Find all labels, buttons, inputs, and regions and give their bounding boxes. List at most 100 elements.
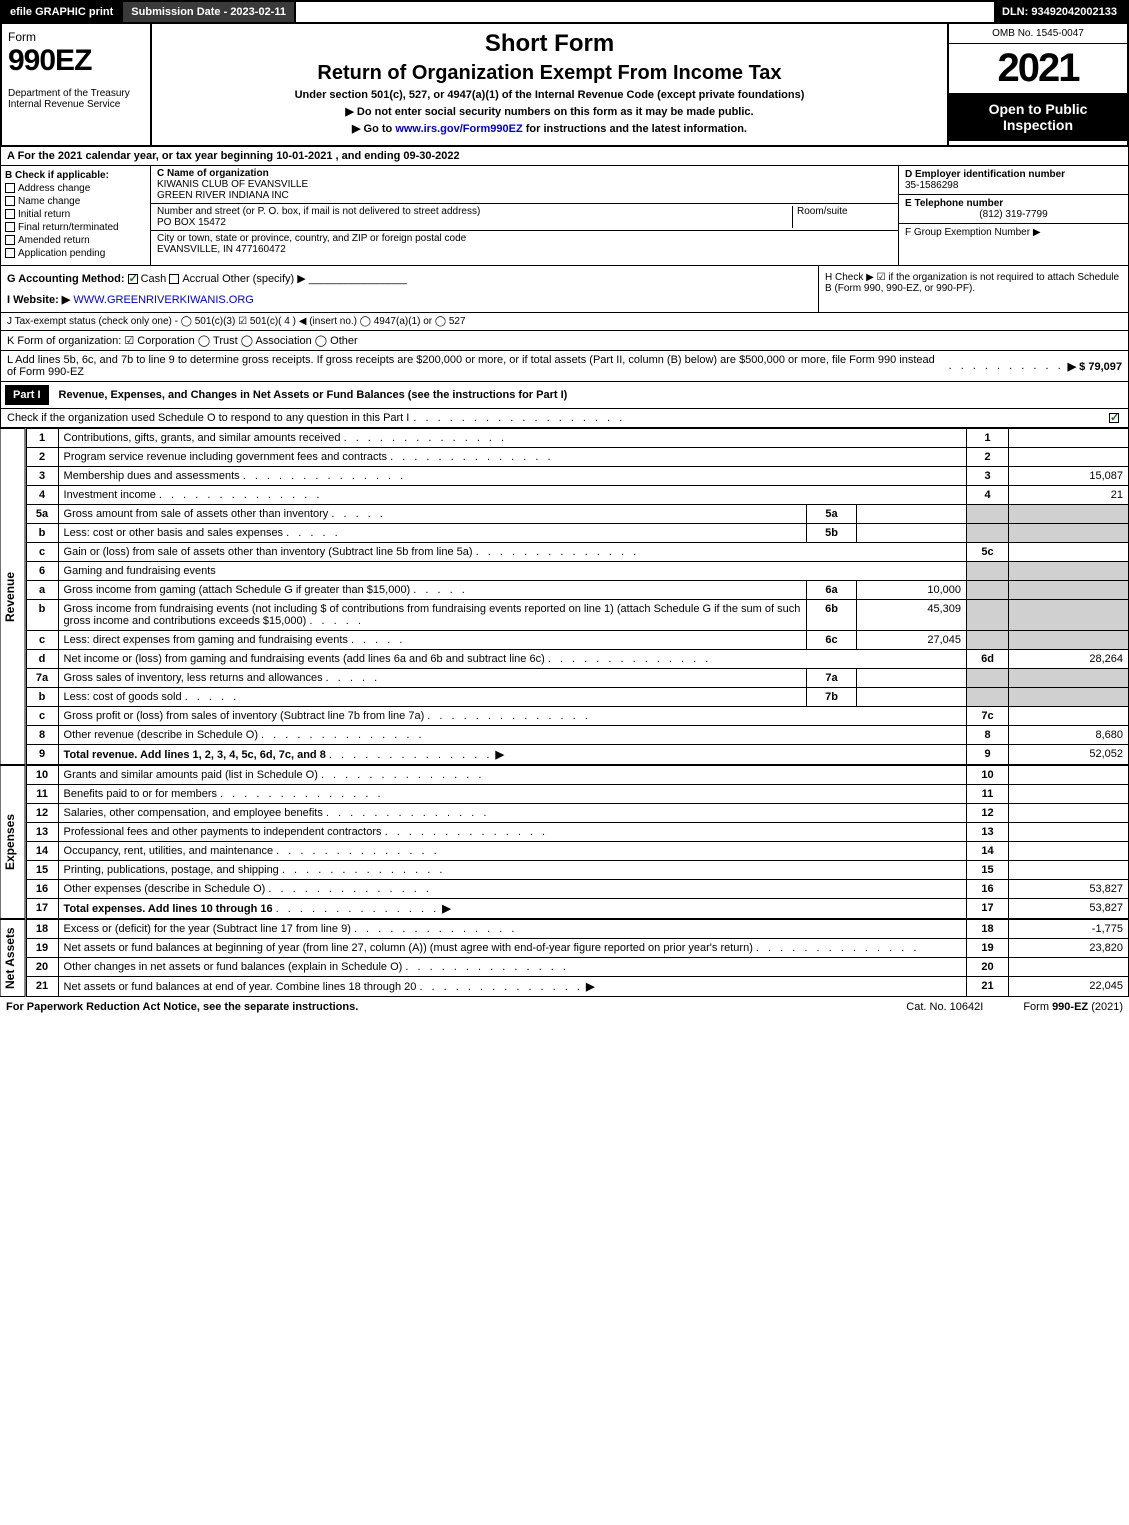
form-id-block: Form 990EZ Department of the Treasury In… — [2, 24, 152, 145]
addr-label: Number and street (or P. O. box, if mail… — [157, 206, 480, 217]
cash-label: Cash — [141, 273, 167, 285]
form-header: Form 990EZ Department of the Treasury In… — [0, 24, 1129, 147]
irs-link[interactable]: www.irs.gov/Form990EZ — [395, 123, 522, 135]
part-1-check: Check if the organization used Schedule … — [0, 409, 1129, 428]
form-word: Form — [8, 30, 144, 44]
section-def: D Employer identification number 35-1586… — [898, 166, 1128, 265]
row-g-label: G Accounting Method: — [7, 273, 125, 285]
org-name: KIWANIS CLUB OF EVANSVILLE GREEN RIVER I… — [157, 179, 308, 201]
row-a-period: A For the 2021 calendar year, or tax yea… — [0, 147, 1129, 166]
checkbox-final-return-terminated[interactable]: Final return/terminated — [5, 222, 146, 233]
line-6: 6Gaming and fundraising events — [26, 562, 1128, 581]
year-block: OMB No. 1545-0047 2021 Open to Public In… — [947, 24, 1127, 145]
netassets-label: Net Assets — [0, 919, 26, 997]
entity-info-block: B Check if applicable: Address change Nam… — [0, 166, 1129, 266]
line-5a: 5aGross amount from sale of assets other… — [26, 505, 1128, 524]
org-address: PO BOX 15472 — [157, 217, 226, 228]
submission-date: Submission Date - 2023-02-11 — [123, 2, 296, 22]
checkbox-application-pending[interactable]: Application pending — [5, 248, 146, 259]
checkbox-initial-return[interactable]: Initial return — [5, 209, 146, 220]
row-l-text: L Add lines 5b, 6c, and 7b to line 9 to … — [7, 354, 945, 378]
netassets-table: 18Excess or (deficit) for the year (Subt… — [26, 919, 1129, 997]
form-title: Return of Organization Exempt From Incom… — [158, 62, 941, 85]
line-b: bLess: cost of goods sold . . . . .7b — [26, 688, 1128, 707]
efile-label[interactable]: efile GRAPHIC print — [2, 2, 123, 22]
section-b-title: B Check if applicable: — [5, 170, 146, 181]
line-20: 20Other changes in net assets or fund ba… — [26, 958, 1128, 977]
line-b: bGross income from fundraising events (n… — [26, 600, 1128, 631]
checkbox-name-change[interactable]: Name change — [5, 196, 146, 207]
line-c: cGross profit or (loss) from sales of in… — [26, 707, 1128, 726]
footer-form: Form 990-EZ (2021) — [1023, 1001, 1123, 1013]
line-c: cLess: direct expenses from gaming and f… — [26, 631, 1128, 650]
expenses-table: 10Grants and similar amounts paid (list … — [26, 765, 1129, 919]
room-suite-label: Room/suite — [792, 206, 892, 228]
dln: DLN: 93492042002133 — [994, 2, 1127, 22]
line-9: 9Total revenue. Add lines 1, 2, 3, 4, 5c… — [26, 745, 1128, 765]
row-l: L Add lines 5b, 6c, and 7b to line 9 to … — [0, 351, 1129, 382]
line-8: 8Other revenue (describe in Schedule O) … — [26, 726, 1128, 745]
line-7a: 7aGross sales of inventory, less returns… — [26, 669, 1128, 688]
group-exemption-label: F Group Exemption Number ▶ — [905, 227, 1041, 238]
revenue-label: Revenue — [0, 428, 26, 765]
line-b: bLess: cost or other basis and sales exp… — [26, 524, 1128, 543]
line-2: 2Program service revenue including gover… — [26, 448, 1128, 467]
schedule-o-checkbox[interactable] — [1109, 413, 1119, 423]
website-link[interactable]: WWW.GREENRIVERKIWANIS.ORG — [73, 294, 254, 306]
title-block: Short Form Return of Organization Exempt… — [152, 24, 947, 145]
ein-value: 35-1586298 — [905, 180, 958, 191]
line-12: 12Salaries, other compensation, and empl… — [26, 804, 1128, 823]
footer-cat: Cat. No. 10642I — [906, 1001, 983, 1013]
row-k: K Form of organization: ☑ Corporation ◯ … — [0, 331, 1129, 351]
line-3: 3Membership dues and assessments . . . .… — [26, 467, 1128, 486]
accrual-label: Accrual — [182, 273, 219, 285]
line-15: 15Printing, publications, postage, and s… — [26, 861, 1128, 880]
row-h-text: H Check ▶ ☑ if the organization is not r… — [825, 272, 1119, 294]
section-c-label: C Name of organization — [157, 168, 269, 179]
line-16: 16Other expenses (describe in Schedule O… — [26, 880, 1128, 899]
row-j: J Tax-exempt status (check only one) - ◯… — [0, 313, 1129, 331]
part-1-header: Part I Revenue, Expenses, and Changes in… — [0, 382, 1129, 409]
subtitle-3: ▶ Go to www.irs.gov/Form990EZ for instru… — [158, 122, 941, 135]
line-4: 4Investment income . . . . . . . . . . .… — [26, 486, 1128, 505]
line-c: cGain or (loss) from sale of assets othe… — [26, 543, 1128, 562]
part-1-label: Part I — [5, 385, 49, 405]
line-a: aGross income from gaming (attach Schedu… — [26, 581, 1128, 600]
subtitle-2: ▶ Do not enter social security numbers o… — [158, 105, 941, 118]
section-b-checkboxes: B Check if applicable: Address change Nam… — [1, 166, 151, 265]
accrual-checkbox[interactable] — [169, 274, 179, 284]
line-18: 18Excess or (deficit) for the year (Subt… — [26, 920, 1128, 939]
section-c-org: C Name of organization KIWANIS CLUB OF E… — [151, 166, 898, 265]
line-21: 21Net assets or fund balances at end of … — [26, 977, 1128, 997]
cash-checkbox[interactable] — [128, 274, 138, 284]
row-l-amount: ▶ $ 79,097 — [1068, 360, 1122, 373]
part-1-check-text: Check if the organization used Schedule … — [7, 412, 409, 424]
revenue-table: 1Contributions, gifts, grants, and simil… — [26, 428, 1129, 765]
ein-label: D Employer identification number — [905, 169, 1065, 180]
line-11: 11Benefits paid to or for members . . . … — [26, 785, 1128, 804]
other-label: Other (specify) ▶ — [222, 273, 306, 285]
line-14: 14Occupancy, rent, utilities, and mainte… — [26, 842, 1128, 861]
line-d: dNet income or (loss) from gaming and fu… — [26, 650, 1128, 669]
tax-year: 2021 — [949, 44, 1127, 93]
tel-value: (812) 319-7799 — [905, 209, 1122, 220]
page-footer: For Paperwork Reduction Act Notice, see … — [0, 997, 1129, 1017]
org-city: EVANSVILLE, IN 477160472 — [157, 244, 286, 255]
line-13: 13Professional fees and other payments t… — [26, 823, 1128, 842]
short-form-label: Short Form — [158, 30, 941, 58]
dept-label: Department of the Treasury Internal Reve… — [8, 88, 144, 110]
expenses-label: Expenses — [0, 765, 26, 919]
open-inspection: Open to Public Inspection — [949, 93, 1127, 141]
topbar: efile GRAPHIC print Submission Date - 20… — [0, 0, 1129, 24]
part-1-title: Revenue, Expenses, and Changes in Net As… — [59, 389, 568, 401]
line-17: 17Total expenses. Add lines 10 through 1… — [26, 899, 1128, 919]
form-number: 990EZ — [8, 44, 144, 78]
line-10: 10Grants and similar amounts paid (list … — [26, 766, 1128, 785]
omb-number: OMB No. 1545-0047 — [949, 24, 1127, 44]
row-i-label: I Website: ▶ — [7, 294, 70, 306]
line-1: 1Contributions, gifts, grants, and simil… — [26, 429, 1128, 448]
line-19: 19Net assets or fund balances at beginni… — [26, 939, 1128, 958]
checkbox-address-change[interactable]: Address change — [5, 183, 146, 194]
checkbox-amended-return[interactable]: Amended return — [5, 235, 146, 246]
row-h: H Check ▶ ☑ if the organization is not r… — [818, 266, 1128, 312]
